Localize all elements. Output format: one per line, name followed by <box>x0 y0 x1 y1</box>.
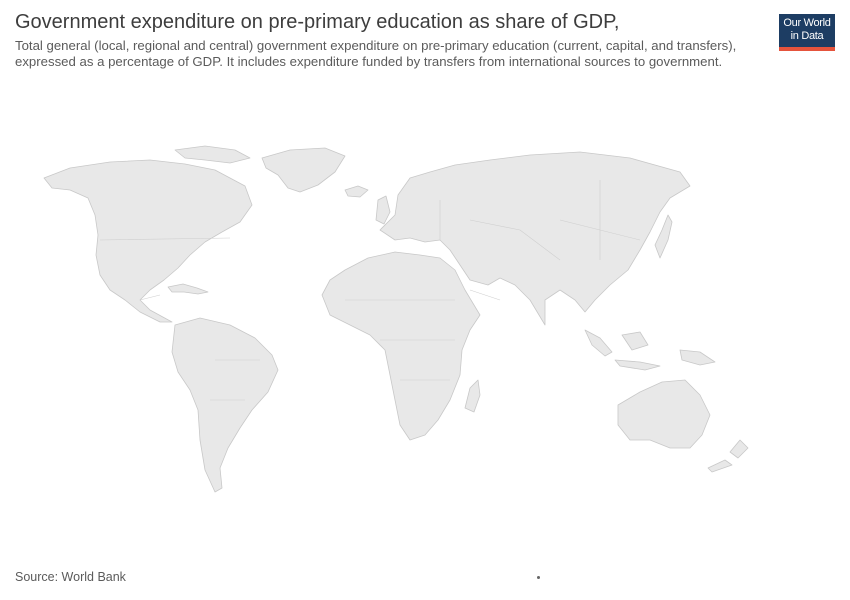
logo-accent-bar <box>779 47 835 51</box>
timeline-marker[interactable] <box>537 576 540 579</box>
chart-title: Government expenditure on pre-primary ed… <box>15 11 620 33</box>
map-region-new-zealand[interactable] <box>707 439 749 473</box>
map-region-africa[interactable] <box>321 251 481 441</box>
map-region-japan[interactable] <box>654 214 673 259</box>
map-borders <box>99 180 641 401</box>
map-region-madagascar[interactable] <box>464 379 481 413</box>
chart-subtitle: Total general (local, regional and centr… <box>15 38 737 69</box>
map-region-arctic-islands[interactable] <box>174 145 251 164</box>
map-region-north-america[interactable] <box>43 159 253 323</box>
map-region-uk[interactable] <box>375 195 391 225</box>
map-region-australia[interactable] <box>617 379 711 449</box>
map-region-iceland[interactable] <box>344 185 369 198</box>
source-note: Source: World Bank <box>15 570 126 584</box>
map-region-caribbean[interactable] <box>167 283 209 295</box>
map-region-maritime-southeast-asia[interactable] <box>584 329 716 371</box>
logo-line-2: in Data <box>790 29 824 42</box>
owid-logo[interactable]: Our World in Data <box>779 14 835 51</box>
map-region-south-america[interactable] <box>171 317 279 493</box>
map-region-eurasia[interactable] <box>379 151 691 326</box>
logo-line-1: Our World <box>783 17 831 29</box>
map-region-greenland[interactable] <box>261 147 346 193</box>
